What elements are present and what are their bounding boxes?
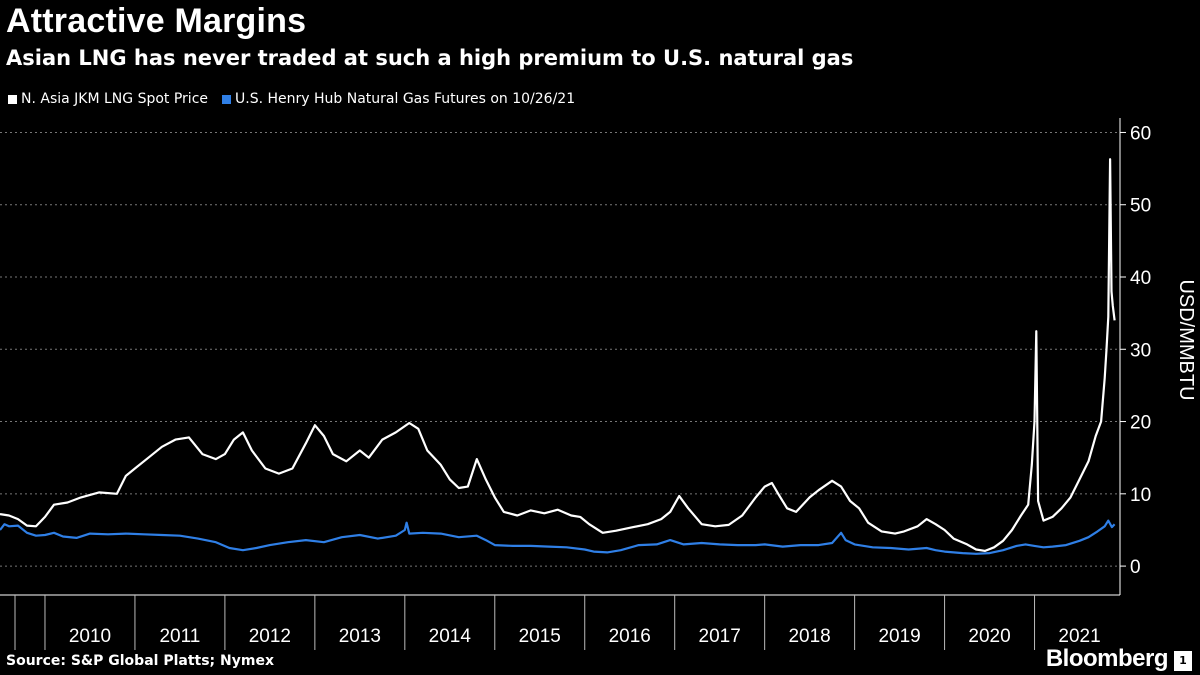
- x-tick-label-2018: 2018: [788, 626, 830, 647]
- line-chart: 0 10 20 30 40 50 60 USD/MMBTU 2010 2011 2012 2013 20…: [0, 118, 1197, 650]
- legend-swatch-jkm: [8, 94, 17, 104]
- legend-item-jkm: N. Asia JKM LNG Spot Price: [8, 91, 208, 107]
- y-tick-label-10: 10: [1130, 485, 1151, 506]
- x-tick-label-2017: 2017: [699, 626, 741, 647]
- legend-label-jkm: N. Asia JKM LNG Spot Price: [21, 91, 209, 107]
- x-tick-label-2011: 2011: [159, 626, 200, 647]
- x-tick-label-2014: 2014: [429, 626, 472, 647]
- legend-label-henry-hub: U.S. Henry Hub Natural Gas Futures on 10…: [235, 91, 576, 107]
- legend-item-henry-hub: U.S. Henry Hub Natural Gas Futures on 10…: [222, 91, 575, 107]
- x-tick-label-2015: 2015: [519, 626, 561, 647]
- y-tick-label-60: 60: [1130, 123, 1151, 144]
- chart-title: Attractive Margins: [6, 2, 307, 40]
- y-tick-label-0: 0: [1130, 557, 1141, 578]
- y-tick-label-20: 20: [1130, 413, 1151, 434]
- x-tick-label-2012: 2012: [249, 626, 291, 647]
- x-tick-label-2019: 2019: [878, 626, 920, 647]
- jkm-lng-line: [0, 158, 1116, 552]
- bloomberg-badge-icon: 1: [1174, 651, 1192, 671]
- x-tick-label-2021: 2021: [1058, 626, 1100, 647]
- bloomberg-logo: Bloomberg: [1045, 645, 1169, 672]
- x-tick-label-2016: 2016: [609, 626, 651, 647]
- chart-subtitle: Asian LNG has never traded at such a hig…: [6, 46, 854, 70]
- henry-hub-line: [0, 519, 1116, 555]
- y-tick-label-40: 40: [1130, 268, 1151, 289]
- legend-swatch-henry-hub: [222, 94, 232, 104]
- source-note: Source: S&P Global Platts; Nymex: [6, 653, 274, 669]
- x-tick-label-2010: 2010: [69, 626, 111, 647]
- x-tick-label-2020: 2020: [968, 626, 1010, 647]
- y-axis-label: USD/MMBTU: [1175, 279, 1197, 400]
- legend: N. Asia JKM LNG Spot Price U.S. Henry Hu…: [8, 91, 589, 107]
- y-tick-label-50: 50: [1130, 196, 1151, 217]
- x-tick-label-2013: 2013: [339, 626, 381, 647]
- y-tick-label-30: 30: [1130, 340, 1151, 361]
